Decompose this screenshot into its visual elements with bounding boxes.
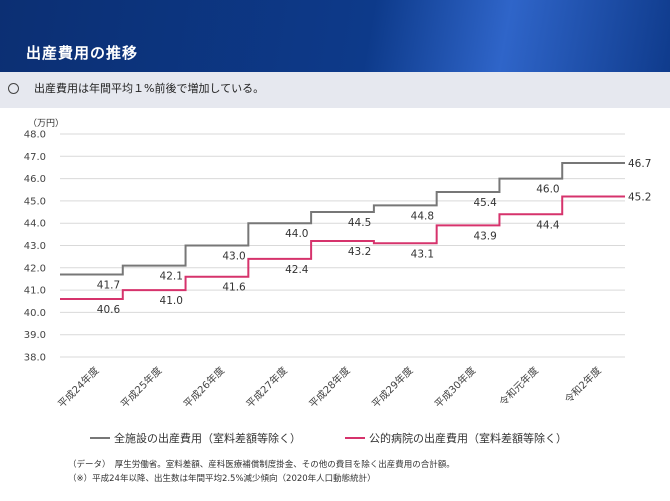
legend-item-all-facilities: 全施設の出産費用（室料差額等除く） xyxy=(90,430,301,446)
y-tick-label: 46.0 xyxy=(24,174,46,185)
x-tick-label: 平成25年度 xyxy=(118,364,164,410)
data-label: 46.7 xyxy=(628,158,651,170)
data-label: 45.4 xyxy=(473,197,497,209)
x-tick-label: 令和元年度 xyxy=(496,364,541,409)
data-label: 42.1 xyxy=(160,271,183,283)
legend-label: 公的病院の出産費用（室料差額等除く） xyxy=(369,432,567,445)
page-title: 出産費用の推移 xyxy=(26,44,139,62)
data-label: 43.1 xyxy=(411,248,434,260)
legend-swatch-red xyxy=(345,437,365,439)
x-tick-label: 令和2年度 xyxy=(562,364,604,406)
data-label: 41.0 xyxy=(160,295,183,307)
data-label: 42.4 xyxy=(285,264,309,276)
y-tick-label: 48.0 xyxy=(24,130,46,141)
y-tick-label: 38.0 xyxy=(24,353,46,364)
x-tick-label: 平成30年度 xyxy=(432,364,478,410)
y-tick-label: 42.0 xyxy=(24,263,46,274)
title-banner: 出産費用の推移 xyxy=(0,0,670,72)
footnote: （※）平成24年以降、出生数は年間平均2.5%減少傾向（2020年人口動態統計） xyxy=(68,474,376,484)
data-label: 44.5 xyxy=(348,217,371,229)
x-tick-label: 平成28年度 xyxy=(306,364,352,410)
y-axis-unit: （万円） xyxy=(28,119,65,129)
legend-item-public-hospitals: 公的病院の出産費用（室料差額等除く） xyxy=(345,430,567,446)
data-label: 40.6 xyxy=(97,304,121,316)
data-label: 44.8 xyxy=(411,210,434,222)
data-label: 41.7 xyxy=(97,279,120,291)
x-tick-label: 平成27年度 xyxy=(243,364,289,410)
data-label: 41.6 xyxy=(222,282,246,294)
data-label: 44.4 xyxy=(536,219,560,231)
series-line-all-facilities xyxy=(60,161,625,276)
y-tick-label: 39.0 xyxy=(24,330,46,341)
y-tick-label: 45.0 xyxy=(24,196,46,207)
summary-text: 出産費用は年間平均１%前後で増加している。 xyxy=(34,82,265,95)
x-tick-label: 平成29年度 xyxy=(369,364,415,410)
data-label: 43.9 xyxy=(473,230,496,242)
y-tick-label: 43.0 xyxy=(24,241,46,252)
y-tick-label: 41.0 xyxy=(24,286,46,297)
data-label: 43.2 xyxy=(348,246,371,258)
data-label: 44.0 xyxy=(285,228,308,240)
series-line-public-hospitals xyxy=(60,195,625,301)
circle-bullet-icon xyxy=(8,83,19,94)
x-tick-label: 平成24年度 xyxy=(55,364,101,410)
legend-label: 全施設の出産費用（室料差額等除く） xyxy=(114,432,301,445)
y-tick-label: 40.0 xyxy=(24,308,46,319)
y-tick-label: 47.0 xyxy=(24,152,46,163)
y-tick-label: 44.0 xyxy=(24,219,46,230)
data-label: 45.2 xyxy=(628,191,651,203)
x-tick-label: 平成26年度 xyxy=(181,364,227,410)
data-label: 46.0 xyxy=(536,184,559,196)
summary-bar xyxy=(0,72,670,108)
legend-swatch-gray xyxy=(90,437,110,439)
source-note: （データ） 厚生労働省。室料差額、産科医療補償制度掛金、その他の費目を除く出産費… xyxy=(68,460,455,470)
data-label: 43.0 xyxy=(222,251,245,263)
